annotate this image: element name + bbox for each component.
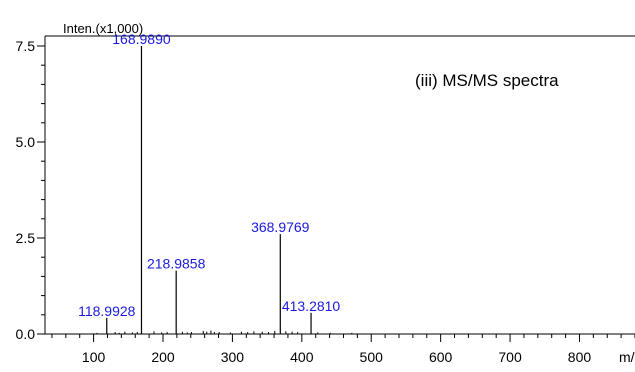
y-tick-label: 5.0 bbox=[16, 134, 36, 150]
x-tick-label: 800 bbox=[568, 349, 592, 365]
peak-label: 413.2810 bbox=[282, 298, 341, 314]
x-tick-label: 600 bbox=[429, 349, 453, 365]
y-axis-label: Inten.(x1,000) bbox=[63, 21, 143, 36]
x-tick-label: 500 bbox=[360, 349, 384, 365]
major-peaks: 118.9928 168.9890 218.9858 368.9769 413.2810 bbox=[78, 31, 340, 334]
peak-label: 118.9928 bbox=[78, 303, 136, 319]
peak-label: 168.9890 bbox=[112, 31, 171, 47]
minor-peaks bbox=[96, 330, 353, 334]
x-tick-label: 400 bbox=[290, 349, 314, 365]
x-tick-label: 200 bbox=[151, 349, 175, 365]
x-ticks: 100 200 300 400 500 600 700 800 bbox=[51, 334, 635, 365]
x-tick-label: 300 bbox=[221, 349, 245, 365]
y-tick-label: 0.0 bbox=[16, 326, 36, 342]
x-tick-label: 100 bbox=[82, 349, 106, 365]
y-tick-label: 7.5 bbox=[16, 38, 36, 54]
x-axis-label: m/z bbox=[619, 349, 635, 365]
y-ticks: 0.0 2.5 5.0 7.5 bbox=[16, 38, 45, 342]
peak-label: 218.9858 bbox=[147, 256, 206, 272]
y-tick-label: 2.5 bbox=[16, 230, 36, 246]
chart-title: (iii) MS/MS spectra bbox=[415, 71, 559, 90]
peak-label: 368.9769 bbox=[251, 219, 310, 235]
x-tick-label: 700 bbox=[498, 349, 522, 365]
